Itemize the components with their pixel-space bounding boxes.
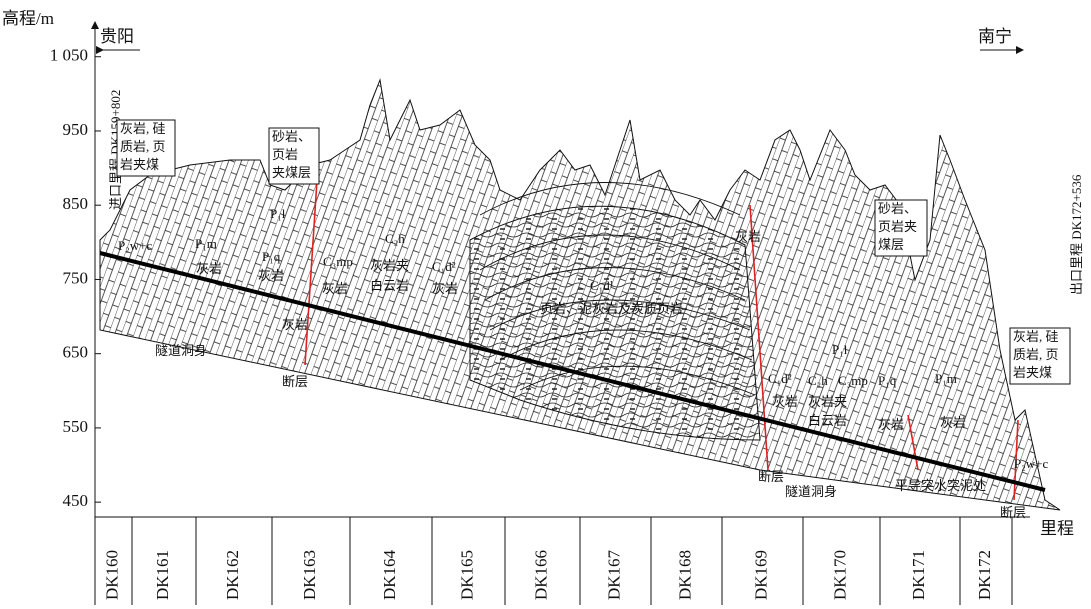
stratum-label: 白云岩 [370, 278, 409, 293]
x-axis-label: 里程 [1040, 519, 1074, 538]
x-tick-label: DK163 [300, 550, 319, 600]
stratum-label: P₁q [262, 249, 281, 264]
x-tick-label: DK160 [102, 550, 121, 600]
note-text: 质岩, 页 [1013, 347, 1059, 362]
stratum-label: 灰岩 [258, 268, 284, 283]
x-tick-label: DK164 [380, 549, 399, 600]
stratum-label: P₂w+c [118, 238, 152, 253]
place: 南宁 [978, 27, 1012, 46]
stratum-label: P₁l [832, 342, 848, 357]
stratum-label: P₂w+c [1014, 456, 1048, 471]
x-tick-label: DK168 [675, 550, 694, 600]
stratum-label: C₂h [385, 231, 405, 246]
y-tick-label: 450 [63, 491, 89, 510]
note-text: 灰岩, 硅 [1013, 329, 1059, 344]
stratum-label: 灰岩 [432, 281, 458, 296]
x-tick-label: DK162 [223, 550, 242, 600]
y-tick-label: 550 [63, 417, 89, 436]
stratum-label: P₁m [195, 236, 217, 251]
x-tick-label: DK165 [457, 550, 476, 600]
stratum-label: C₂h [808, 373, 828, 388]
x-tick-label: DK167 [604, 549, 623, 600]
note-text: 煤层 [878, 237, 904, 252]
stratum-label: 隧道洞身 [155, 343, 207, 358]
x-tick-label: DK166 [531, 550, 550, 600]
y-tick-label: 950 [63, 120, 89, 139]
x-tick-label: DK171 [909, 550, 928, 600]
note-text: 砂岩、 [878, 201, 917, 216]
stratum-label: C₁d² [432, 259, 456, 274]
y-tick-label: 650 [63, 343, 89, 362]
note-text: 夹煤层 [272, 165, 311, 180]
stratum-label: C₃mp [323, 254, 353, 269]
geology [100, 80, 1060, 510]
stratum-label: 平导突水突泥处 [895, 478, 986, 493]
stratum-label: 灰岩 [282, 317, 308, 332]
note-text: 质岩, 页 [120, 139, 166, 154]
note-text: 页岩 [272, 147, 298, 162]
stratum-label: 灰岩 [735, 229, 761, 244]
stratum-label: 断层 [282, 374, 308, 389]
note-text: 灰岩, 硅 [120, 121, 166, 136]
stratum-label: C₁d² [768, 371, 792, 386]
stratum-label: P₁m [935, 371, 957, 386]
stratum-label: 灰岩 [196, 261, 222, 276]
stratum-label: 灰岩夹 [808, 394, 847, 409]
stratum-label: 页岩、泥灰岩及炭质页岩 [540, 301, 683, 316]
y-tick-label: 750 [63, 268, 89, 287]
x-tick-label: DK169 [751, 550, 770, 600]
place: 贵阳 [100, 27, 134, 46]
stratum-label: 白云岩 [808, 413, 847, 428]
mileage-mark: 出口里程 DK172+536 [1069, 174, 1084, 295]
note-text: 岩夹煤 [120, 157, 159, 172]
x-tick-label: DK161 [153, 550, 172, 600]
note-text: 砂岩、 [272, 129, 311, 144]
stratum-label: 灰岩 [878, 417, 904, 432]
stratum-label: 隧道洞身 [785, 484, 837, 499]
stratum-label: 灰岩 [322, 281, 348, 296]
section-diagram: 高程/m 里程 贵阳 南宁 进口里程 DK159+802 出口里程 DK172+… [0, 0, 1091, 609]
stratum-label: 灰岩 [940, 415, 966, 430]
stratum-label: P₁l [270, 206, 286, 221]
stratum-label: C₁d¹ [590, 278, 614, 293]
note-text: 页岩夹 [878, 219, 917, 234]
y-tick-label: 850 [63, 194, 89, 213]
stratum-label: 断层 [758, 469, 784, 484]
stratum-label: 灰岩夹 [370, 258, 409, 273]
note-text: 岩夹煤 [1013, 365, 1052, 380]
y-axis-label: 高程/m [2, 9, 54, 28]
stratum-label: 断层 [1000, 505, 1026, 520]
stratum-label: 灰岩 [772, 394, 798, 409]
x-tick-label: DK172 [975, 550, 994, 600]
y-tick-label: 1 050 [50, 46, 88, 65]
x-tick-label: DK170 [830, 550, 849, 600]
stratum-label: P₁q [878, 373, 897, 388]
stratum-label: C₃mp [838, 373, 868, 388]
